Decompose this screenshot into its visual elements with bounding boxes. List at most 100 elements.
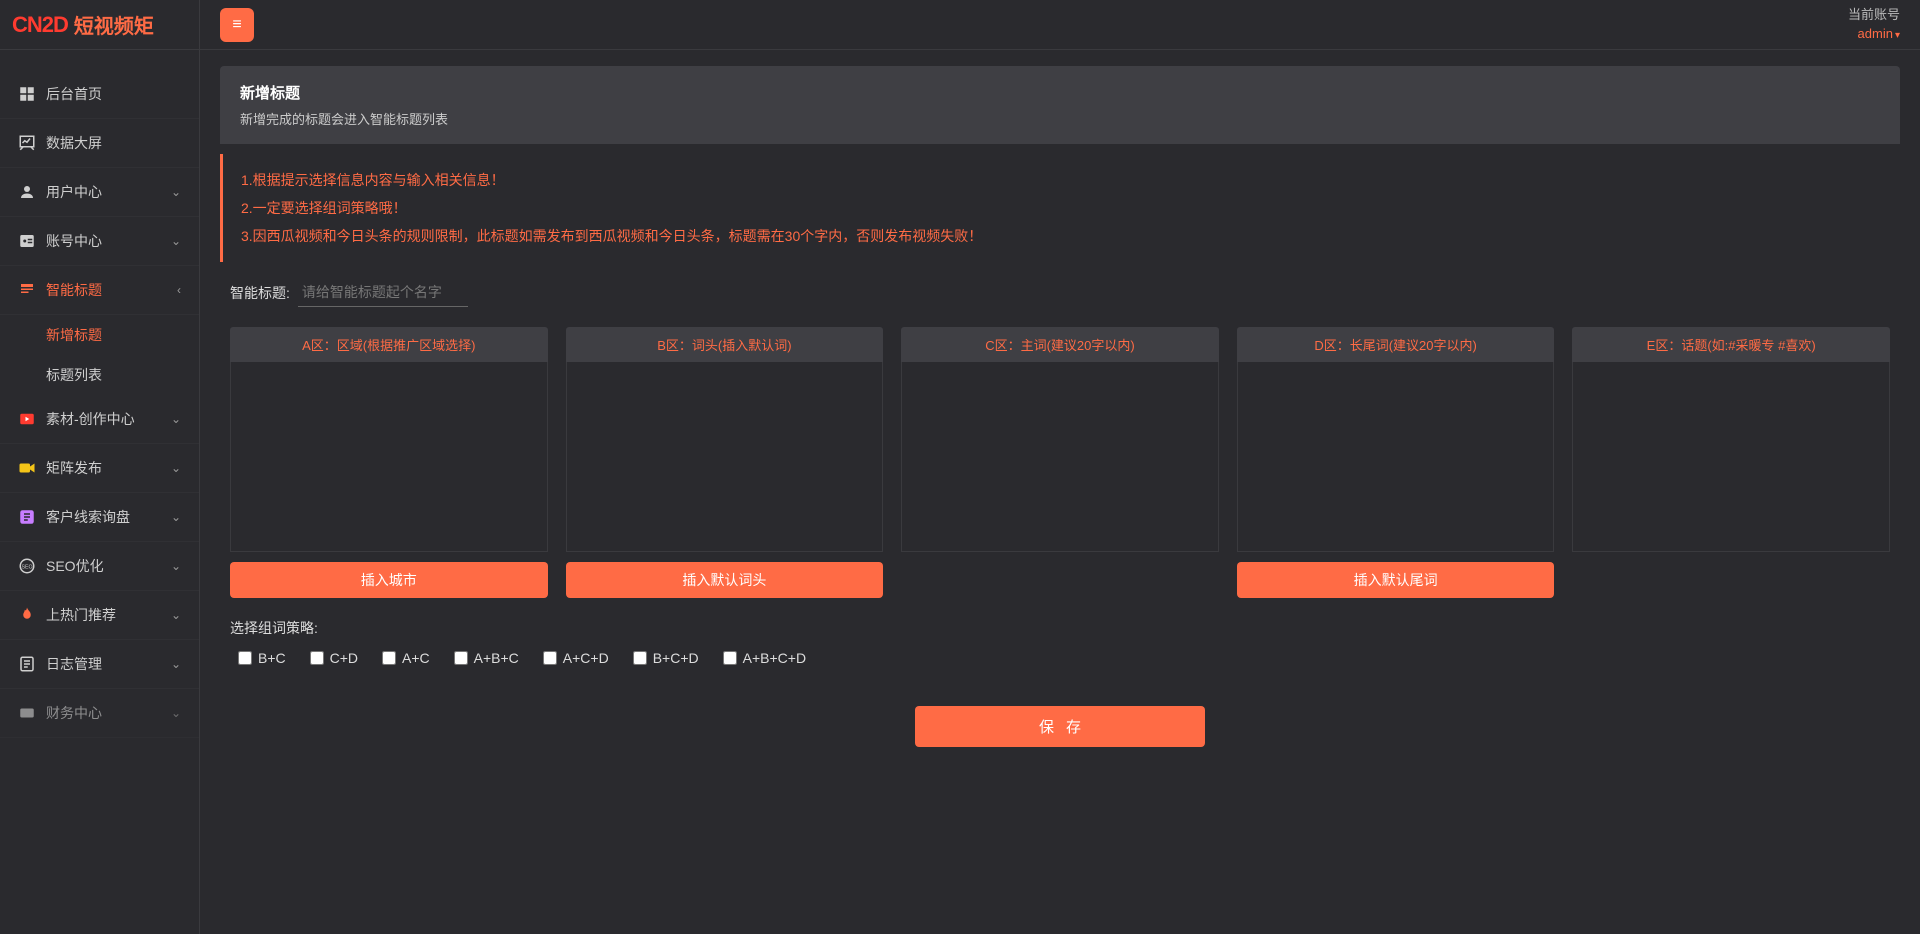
account-label: 当前账号 <box>1848 6 1900 24</box>
main: ≡ 当前账号 admin▾ 新增标题 新增完成的标题会进入智能标题列表 1.根据… <box>200 0 1920 934</box>
page-title: 新增标题 <box>240 82 1880 103</box>
warning-line: 1.根据提示选择信息内容与输入相关信息！ <box>241 166 1882 194</box>
nav-item-finance[interactable]: 财务中心 ⌄ <box>0 689 199 738</box>
nav-item-home[interactable]: 后台首页 <box>0 70 199 119</box>
chevron-down-icon: ⌄ <box>171 706 181 720</box>
strategy-checkbox[interactable] <box>543 651 557 665</box>
nav-item-smart-title[interactable]: 智能标题 ‹ <box>0 266 199 315</box>
strategy-checkbox[interactable] <box>382 651 396 665</box>
strategy-option-label: B+C <box>258 650 286 666</box>
account-icon <box>18 232 36 250</box>
caret-down-icon: ▾ <box>1895 30 1900 41</box>
nav-label: 智能标题 <box>46 280 102 300</box>
svg-text:SEO: SEO <box>21 564 32 570</box>
strategy-option[interactable]: C+D <box>310 650 358 666</box>
nav-label: 素材-创作中心 <box>46 409 135 429</box>
smart-title-input[interactable] <box>298 278 468 307</box>
warning-box: 1.根据提示选择信息内容与输入相关信息！ 2.一定要选择组词策略哦！ 3.因西瓜… <box>220 154 1900 262</box>
chevron-down-icon: ⌄ <box>171 510 181 524</box>
zones: A区：区域(根据推广区域选择) 插入城市 B区：词头(插入默认词) 插入默认词头… <box>230 327 1890 598</box>
save-row: 保存 <box>230 706 1890 747</box>
zone-b-body[interactable] <box>566 362 884 552</box>
sub-item-title-list[interactable]: 标题列表 <box>0 355 199 395</box>
publish-icon <box>18 459 36 477</box>
leads-icon <box>18 508 36 526</box>
smart-title-field: 智能标题: <box>230 278 1890 307</box>
warning-line: 3.因西瓜视频和今日头条的规则限制，此标题如需发布到西瓜视频和今日头条，标题需在… <box>241 222 1882 250</box>
zone-c-body[interactable] <box>901 362 1219 552</box>
logo-text: 短视频矩 <box>74 10 154 39</box>
strategy-option-label: B+C+D <box>653 650 699 666</box>
zone-d: D区：长尾词(建议20字以内) 插入默认尾词 <box>1237 327 1555 598</box>
nav-label: 后台首页 <box>46 84 102 104</box>
dashboard-icon <box>18 85 36 103</box>
chevron-down-icon: ⌄ <box>171 234 181 248</box>
zone-b: B区：词头(插入默认词) 插入默认词头 <box>566 327 884 598</box>
strategy-section: 选择组词策略: B+C C+D A+C A+B+C A+C+D B+C+D A+… <box>230 618 1890 666</box>
nav-item-hot[interactable]: 上热门推荐 ⌄ <box>0 591 199 640</box>
strategy-option[interactable]: A+C <box>382 650 430 666</box>
fire-icon <box>18 606 36 624</box>
sidebar: CN2D 短视频矩 后台首页 数据大屏 用户中心 ⌄ <box>0 0 200 934</box>
strategy-option[interactable]: B+C <box>238 650 286 666</box>
hamburger-icon: ≡ <box>232 16 241 34</box>
nav-label: 日志管理 <box>46 654 102 674</box>
strategy-option[interactable]: A+B+C <box>454 650 519 666</box>
insert-city-button[interactable]: 插入城市 <box>230 562 548 598</box>
finance-icon <box>18 704 36 722</box>
nav-item-data-screen[interactable]: 数据大屏 <box>0 119 199 168</box>
zone-d-body[interactable] <box>1237 362 1555 552</box>
strategy-checkbox[interactable] <box>238 651 252 665</box>
nav-label: 数据大屏 <box>46 133 102 153</box>
logo: CN2D 短视频矩 <box>0 0 199 50</box>
strategy-option-label: A+B+C+D <box>743 650 806 666</box>
strategy-option-label: C+D <box>330 650 358 666</box>
sub-nav-smart-title: 新增标题 标题列表 <box>0 315 199 395</box>
strategy-option[interactable]: A+C+D <box>543 650 609 666</box>
page-subtitle: 新增完成的标题会进入智能标题列表 <box>240 109 1880 128</box>
sub-item-new-title[interactable]: 新增标题 <box>0 315 199 355</box>
zone-c-header: C区：主词(建议20字以内) <box>901 327 1219 362</box>
strategy-option[interactable]: B+C+D <box>633 650 699 666</box>
nav-item-user-center[interactable]: 用户中心 ⌄ <box>0 168 199 217</box>
strategy-option-label: A+C+D <box>563 650 609 666</box>
nav-label: 上热门推荐 <box>46 605 116 625</box>
topbar: ≡ 当前账号 admin▾ <box>200 0 1920 50</box>
warning-line: 2.一定要选择组词策略哦！ <box>241 194 1882 222</box>
strategy-checkbox[interactable] <box>723 651 737 665</box>
strategy-checkbox[interactable] <box>454 651 468 665</box>
form-area: 智能标题: A区：区域(根据推广区域选择) 插入城市 B区：词头(插入默认词) … <box>220 262 1900 763</box>
zone-e-header: E区：话题(如:#采暖专 #喜欢) <box>1572 327 1890 362</box>
nav-label: 矩阵发布 <box>46 458 102 478</box>
strategy-option[interactable]: A+B+C+D <box>723 650 806 666</box>
strategy-label: 选择组词策略: <box>230 618 1890 638</box>
video-icon <box>18 410 36 428</box>
insert-default-suffix-button[interactable]: 插入默认尾词 <box>1237 562 1555 598</box>
account-dropdown[interactable]: admin▾ <box>1848 25 1900 43</box>
strategy-checkbox[interactable] <box>310 651 324 665</box>
menu-toggle-button[interactable]: ≡ <box>220 8 254 42</box>
chevron-down-icon: ⌄ <box>171 185 181 199</box>
save-button[interactable]: 保存 <box>915 706 1205 747</box>
nav-item-logs[interactable]: 日志管理 ⌄ <box>0 640 199 689</box>
chevron-down-icon: ⌄ <box>171 461 181 475</box>
account-area: 当前账号 admin▾ <box>1848 6 1900 42</box>
nav-item-leads[interactable]: 客户线索询盘 ⌄ <box>0 493 199 542</box>
zone-d-header: D区：长尾词(建议20字以内) <box>1237 327 1555 362</box>
nav-item-account-center[interactable]: 账号中心 ⌄ <box>0 217 199 266</box>
zone-a-body[interactable] <box>230 362 548 552</box>
nav-item-seo[interactable]: SEO SEO优化 ⌄ <box>0 542 199 591</box>
zone-c: C区：主词(建议20字以内) <box>901 327 1219 598</box>
strategy-checkbox[interactable] <box>633 651 647 665</box>
zone-b-header: B区：词头(插入默认词) <box>566 327 884 362</box>
log-icon <box>18 655 36 673</box>
user-icon <box>18 183 36 201</box>
nav: 后台首页 数据大屏 用户中心 ⌄ 账号中心 ⌄ 智能标题 <box>0 50 199 934</box>
nav-item-material[interactable]: 素材-创作中心 ⌄ <box>0 395 199 444</box>
seo-icon: SEO <box>18 557 36 575</box>
insert-default-prefix-button[interactable]: 插入默认词头 <box>566 562 884 598</box>
chevron-down-icon: ⌄ <box>171 608 181 622</box>
chart-icon <box>18 134 36 152</box>
nav-item-publish[interactable]: 矩阵发布 ⌄ <box>0 444 199 493</box>
zone-e-body[interactable] <box>1572 362 1890 552</box>
